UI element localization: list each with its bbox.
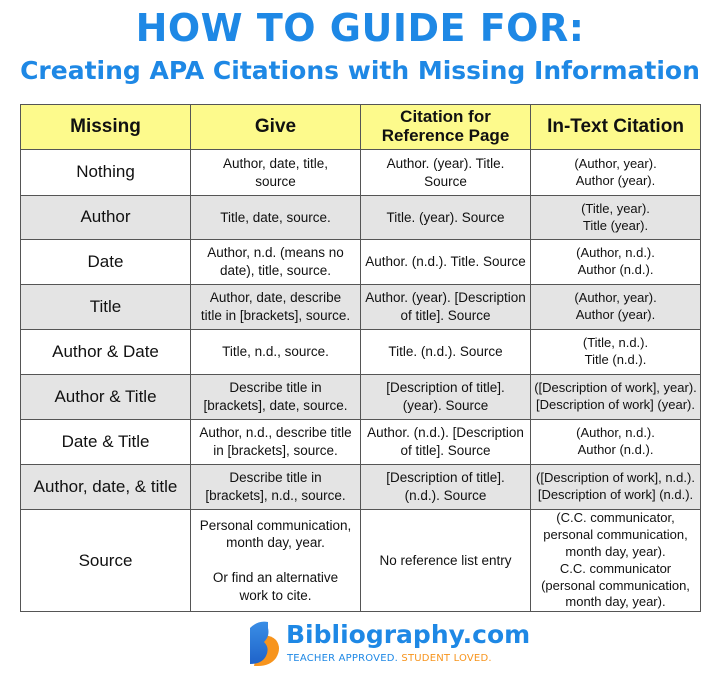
header-give: Give	[190, 104, 361, 150]
cell-in-text: ([Description of work], year). [Descript…	[530, 374, 701, 420]
table-row: Date & Title Author, n.d., describe title…	[20, 419, 701, 465]
cell-reference: [Description of title]. (year). Source	[360, 374, 531, 420]
cell-give: Describe title in [brackets], date, sour…	[190, 374, 361, 420]
cell-reference: Author. (n.d.). Title. Source	[360, 239, 531, 285]
cell-missing: Title	[20, 284, 191, 330]
cell-in-text: (Title, year). Title (year).	[530, 195, 701, 240]
cell-in-text: (Author, year). Author (year).	[530, 149, 701, 196]
table-row: Date Author, n.d. (means no date), title,…	[20, 239, 701, 285]
cell-reference: Author. (year). Title. Source	[360, 149, 531, 196]
brand-name: Bibliography.com	[286, 620, 531, 649]
cell-reference: No reference list entry	[360, 508, 531, 613]
cell-reference: Title. (n.d.). Source	[360, 329, 531, 375]
cell-missing: Author	[20, 195, 191, 240]
cell-reference: Author. (n.d.). [Description of title]. …	[360, 419, 531, 465]
page-title: HOW TO GUIDE FOR:	[135, 6, 585, 50]
table-row: Author Title, date, source. Title. (year).…	[20, 195, 701, 240]
tagline-student: STUDENT LOVED.	[401, 653, 492, 664]
table-body: Nothing Author, date, title, source Author…	[20, 149, 701, 613]
tagline: TEACHER APPROVED. STUDENT LOVED.	[287, 653, 492, 664]
bibliography-logo: Bibliography.com TEACHER APPROVED. STUDE…	[248, 620, 530, 668]
cell-in-text: (Author, year). Author (year).	[530, 284, 701, 330]
bibliography-b-icon	[250, 621, 279, 666]
table-row: Nothing Author, date, title, source Author…	[20, 149, 701, 196]
page-subtitle: Creating APA Citations with Missing Info…	[20, 56, 700, 85]
table-row: Source Personal communication, month day,…	[20, 508, 701, 613]
cell-give: Title, date, source.	[190, 195, 361, 240]
cell-give: Describe title in [brackets], n.d., sour…	[190, 464, 361, 510]
cell-in-text: (C.C. communicator, personal communicati…	[530, 508, 701, 613]
table-row: Author & Title Describe title in [bracket…	[20, 374, 701, 420]
cell-missing: Author & Title	[20, 374, 191, 420]
cell-in-text: (Author, n.d.). Author (n.d.).	[530, 239, 701, 285]
tagline-teacher: TEACHER APPROVED.	[287, 653, 399, 664]
cell-reference: Title. (year). Source	[360, 195, 531, 240]
cell-in-text: (Author, n.d.). Author (n.d.).	[530, 419, 701, 465]
table-header-row: Missing Give Citation for Reference Page…	[20, 104, 701, 150]
cell-missing: Source	[20, 508, 191, 613]
header-reference: Citation for Reference Page	[360, 104, 531, 150]
table-row: Author, date, & title Describe title in […	[20, 464, 701, 510]
citation-table: Missing Give Citation for Reference Page…	[20, 104, 701, 613]
cell-give: Author, date, title, source	[190, 149, 361, 196]
cell-give: Personal communication, month day, year.…	[190, 508, 361, 613]
header-missing: Missing	[20, 104, 191, 150]
cell-give: Author, date, describe title in [bracket…	[190, 284, 361, 330]
cell-in-text: ([Description of work], n.d.). [Descript…	[530, 464, 701, 510]
header-in-text: In-Text Citation	[530, 104, 701, 150]
cell-reference: [Description of title]. (n.d.). Source	[360, 464, 531, 510]
table-row: Author & Date Title, n.d., source. Title. …	[20, 329, 701, 375]
cell-missing: Nothing	[20, 149, 191, 196]
cell-give: Title, n.d., source.	[190, 329, 361, 375]
cell-give: Author, n.d. (means no date), title, sou…	[190, 239, 361, 285]
cell-missing: Author, date, & title	[20, 464, 191, 510]
cell-in-text: (Title, n.d.). Title (n.d.).	[530, 329, 701, 375]
cell-missing: Date	[20, 239, 191, 285]
cell-reference: Author. (year). [Description of title]. …	[360, 284, 531, 330]
table-row: Title Author, date, describe title in [br…	[20, 284, 701, 330]
cell-missing: Author & Date	[20, 329, 191, 375]
cell-missing: Date & Title	[20, 419, 191, 465]
cell-give: Author, n.d., describe title in [bracket…	[190, 419, 361, 465]
